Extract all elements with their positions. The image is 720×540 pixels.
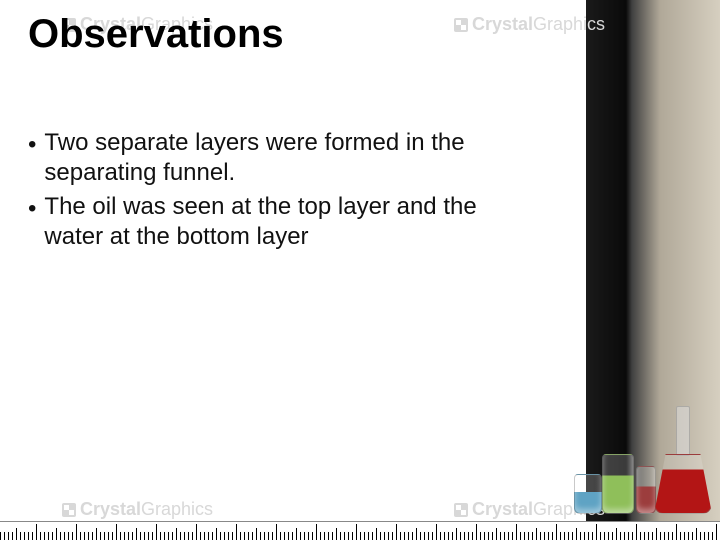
watermark-part-a: Crystal (472, 14, 533, 34)
bullet-dot-icon: • (28, 128, 36, 160)
glassware-graphic (562, 314, 712, 514)
bullet-text: The oil was seen at the top layer and th… (44, 192, 508, 252)
watermark-bottom-left: CrystalGraphics (62, 499, 213, 520)
watermark-part-a: Crystal (472, 499, 533, 519)
flask-body (654, 454, 712, 514)
bullet-item: • Two separate layers were formed in the… (28, 128, 508, 188)
slide-title: Observations (28, 12, 284, 57)
bullet-text: Two separate layers were formed in the s… (44, 128, 508, 188)
ruler-graphic (0, 522, 720, 540)
beaker-icon (636, 466, 656, 514)
watermark-part-b: Graphics (141, 499, 213, 519)
flask-icon (654, 404, 712, 514)
slide: CrystalGraphics CrystalGraphics CrystalG… (0, 0, 720, 540)
crystalgraphics-icon (62, 503, 76, 517)
beaker-icon (602, 454, 634, 514)
crystalgraphics-icon (454, 18, 468, 32)
crystalgraphics-icon (454, 503, 468, 517)
bullet-dot-icon: • (28, 192, 36, 224)
watermark-part-a: Crystal (80, 499, 141, 519)
body-text-area: • Two separate layers were formed in the… (28, 128, 508, 256)
beaker-icon (574, 474, 602, 514)
flask-neck (676, 406, 690, 456)
bullet-item: • The oil was seen at the top layer and … (28, 192, 508, 252)
